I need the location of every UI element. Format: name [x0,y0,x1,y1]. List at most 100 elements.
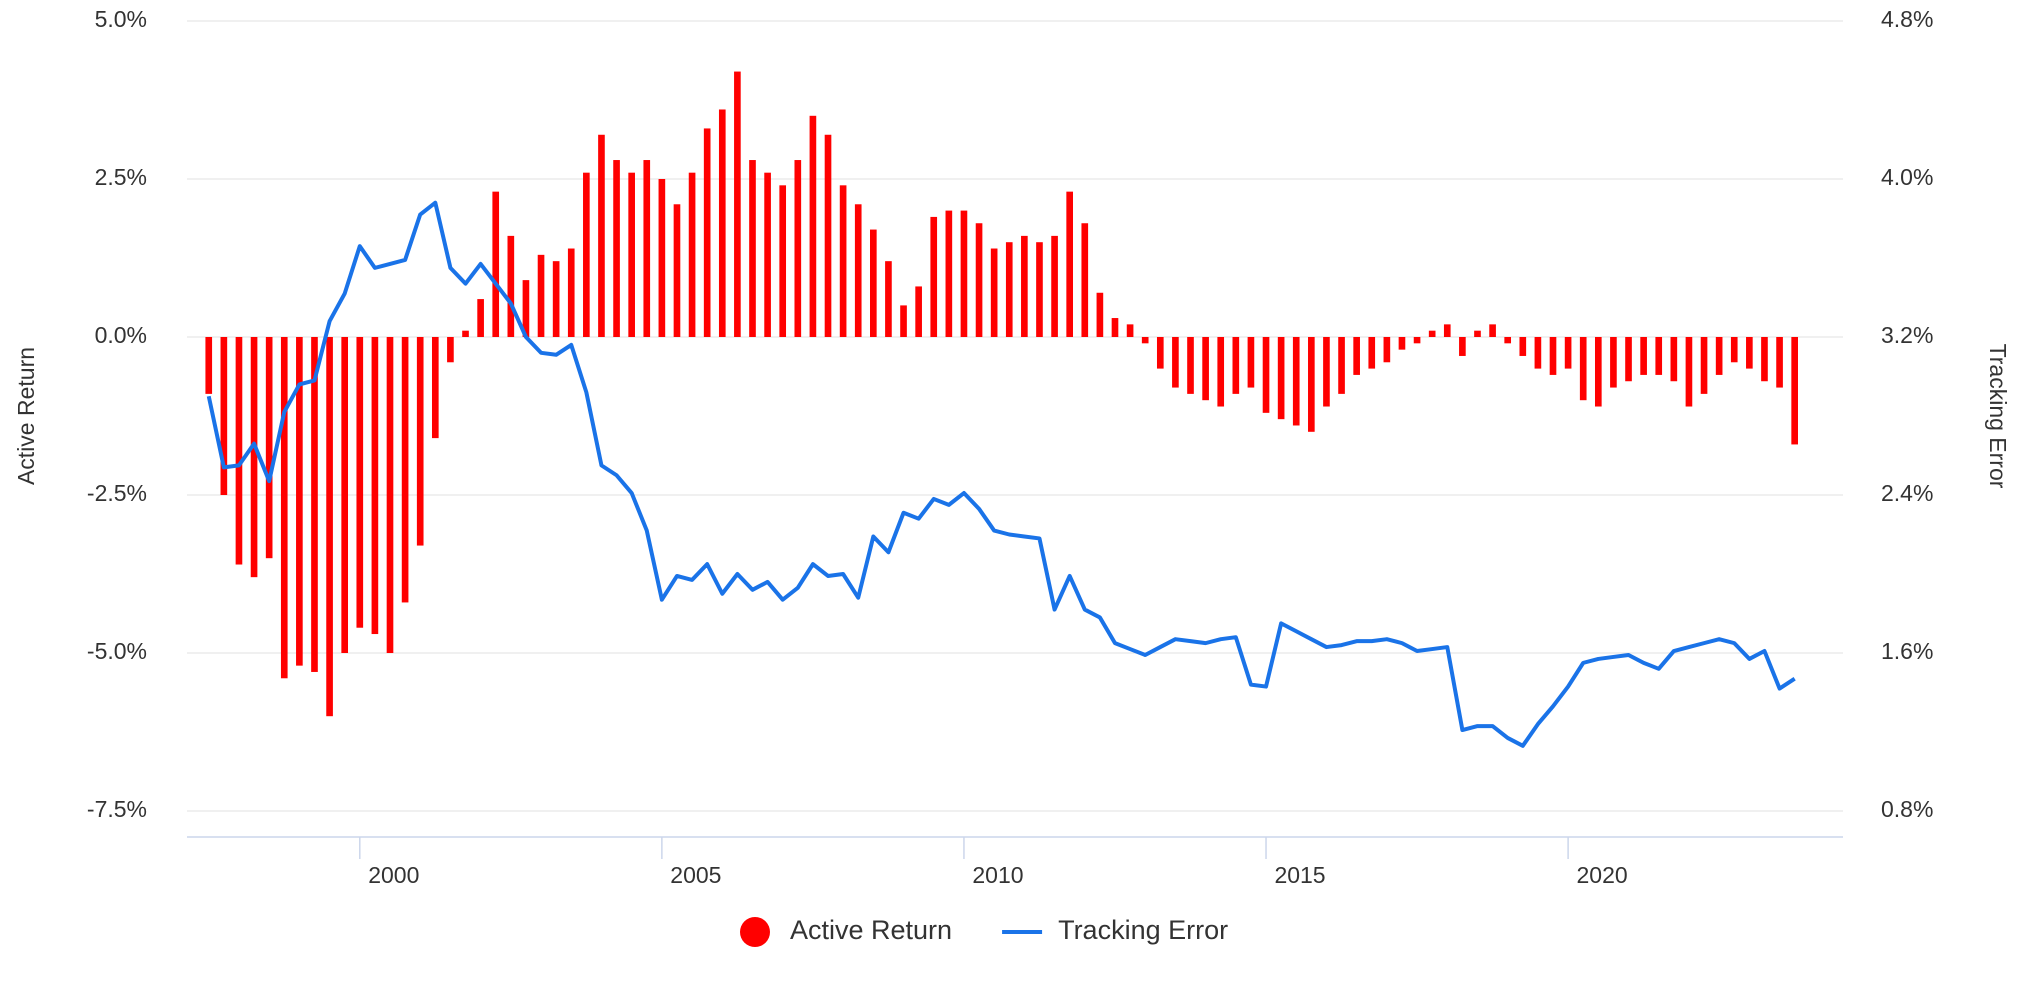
bar [341,337,349,653]
bar [900,305,907,337]
bar [1323,337,1330,407]
bar [1051,235,1058,337]
bar [1610,337,1617,388]
bar [1187,337,1194,394]
x-tick-label: 2005 [670,862,721,888]
bar [1005,242,1013,337]
bar [824,134,832,337]
bar [356,337,364,628]
bar [265,337,273,559]
bar [311,337,318,672]
bar [416,337,424,546]
x-tick-label: 2000 [368,862,419,888]
y-tick-label: -5.0% [87,638,147,664]
legend-marker [740,917,770,947]
bar [250,337,258,578]
bar [552,261,560,337]
bar [975,223,983,337]
bar [1549,337,1557,375]
bar [643,160,651,337]
bar [1761,337,1768,382]
bar [1534,337,1542,369]
bar [1398,337,1406,350]
y2-tick-label: 4.8% [1881,6,1933,32]
bar [885,261,892,337]
y2-tick-label: 3.2% [1881,322,1933,348]
bar [703,128,711,337]
bar [1368,337,1376,369]
y-tick-label: -2.5% [87,480,147,506]
bar [1111,318,1119,337]
bar [1036,242,1043,337]
bar [1459,337,1466,356]
bar [1141,337,1149,344]
bar [447,337,454,363]
bar [688,172,696,337]
bar [1776,337,1783,388]
bar [930,216,938,337]
bar [990,248,998,337]
bar [945,210,953,337]
legend-label: Tracking Error [1058,915,1228,945]
bar [1443,324,1451,337]
bar [205,337,213,394]
bar [1232,337,1240,394]
bar [537,254,545,337]
y-tick-label: 5.0% [95,6,147,32]
bar [1247,337,1255,388]
bar [1353,337,1360,375]
y-tick-label: -7.5% [87,796,147,822]
bar [1700,337,1708,394]
bar [1262,337,1270,413]
bar [734,71,741,337]
bar [1474,330,1481,337]
y-tick-label: 0.0% [95,322,147,348]
bar [628,172,635,337]
bar [1791,337,1798,445]
bar [371,337,379,635]
bar [401,337,409,603]
bar [1156,337,1164,369]
legend-label: Active Return [790,915,952,945]
bar [1564,337,1572,369]
bar [1217,337,1225,407]
bar [718,109,726,337]
bar [809,115,817,337]
bar [839,185,847,337]
bar [220,337,228,495]
bar [764,172,771,337]
bar [613,160,620,337]
bar [1383,337,1391,363]
bar [507,235,515,337]
bar [1202,337,1209,401]
bar [1625,337,1632,382]
x-tick-label: 2015 [1274,862,1325,888]
bar [492,191,500,337]
bar [1519,337,1527,356]
bar [1428,330,1436,337]
bar [1715,337,1723,375]
bar [1489,324,1496,337]
bar [1021,235,1028,337]
bar [1504,337,1512,344]
y-tick-label: 2.5% [95,164,147,190]
bar [296,337,303,666]
bar [567,248,575,337]
bar [1594,337,1602,407]
bar [1413,337,1421,344]
bar [673,204,681,337]
bar [1277,337,1285,420]
bar [326,337,333,717]
y2-tick-label: 4.0% [1881,164,1933,190]
bar [431,337,439,439]
bar [1292,337,1300,426]
y-axis-title: Active Return [13,347,39,485]
bar [854,204,862,337]
bar [1670,337,1678,382]
x-tick-label: 2020 [1577,862,1628,888]
bar [749,160,756,337]
bar [522,280,530,337]
bar [598,134,605,337]
bar [1579,337,1587,401]
bar [658,179,666,337]
